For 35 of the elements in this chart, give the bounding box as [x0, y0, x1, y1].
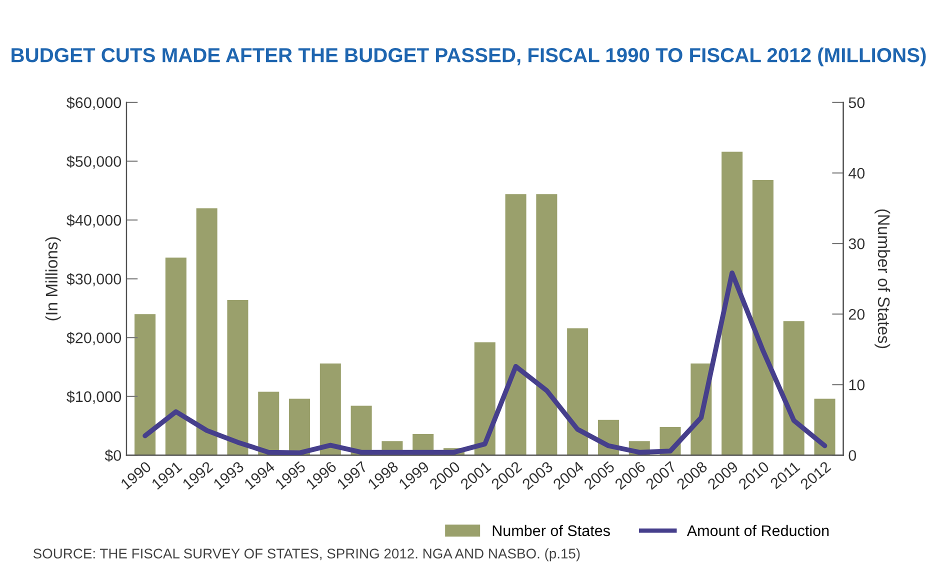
- line-series: [142, 270, 828, 456]
- bar: [567, 328, 588, 456]
- y2-tick-label: 20: [848, 308, 865, 320]
- y-tick-label: $60,000: [66, 96, 122, 110]
- y2-tick-label: 50: [848, 97, 865, 108]
- y2-tick-label: 30: [848, 238, 865, 250]
- bar: [814, 398, 836, 456]
- bar: [474, 342, 496, 456]
- chart-title: BUDGET CUTS MADE AFTER THE BUDGET PASSED, FISCAL 1990 TO FISCAL 2012 (MILLIONS): [12, 48, 926, 66]
- y-tick-label: $0: [104, 449, 122, 462]
- y2-tick-label: 40: [848, 168, 865, 179]
- legend-label: Amount of Reduction: [686, 524, 829, 536]
- y2-tick-label: 0: [848, 450, 856, 461]
- y-tick-label: $10,000: [66, 390, 122, 404]
- y-tick-label: $30,000: [66, 273, 122, 286]
- y-tick-label: $20,000: [66, 332, 122, 346]
- y2-axis-title: (Number of States): [874, 209, 890, 348]
- bar: [258, 392, 280, 456]
- y2-tick-label: 10: [849, 380, 865, 390]
- source-note: SOURCE: THE FISCAL SURVEY OF STATES, SPRING 2012. NGA AND NASBO. (p.15): [33, 548, 580, 562]
- bar: [165, 258, 186, 456]
- y-axis-title: (In Millions): [45, 237, 61, 320]
- y-tick-label: $50,000: [66, 155, 122, 169]
- bar: [196, 208, 218, 456]
- bar: [752, 180, 774, 456]
- bar: [227, 300, 248, 456]
- y-tick-label: $40,000: [66, 214, 122, 228]
- bar: [134, 314, 156, 456]
- bar: [505, 194, 526, 456]
- bar: [289, 398, 310, 456]
- bar: [320, 363, 341, 456]
- legend-label: Number of States: [492, 524, 610, 536]
- bar: [722, 152, 743, 456]
- bar: [783, 321, 804, 456]
- bar: [536, 194, 558, 456]
